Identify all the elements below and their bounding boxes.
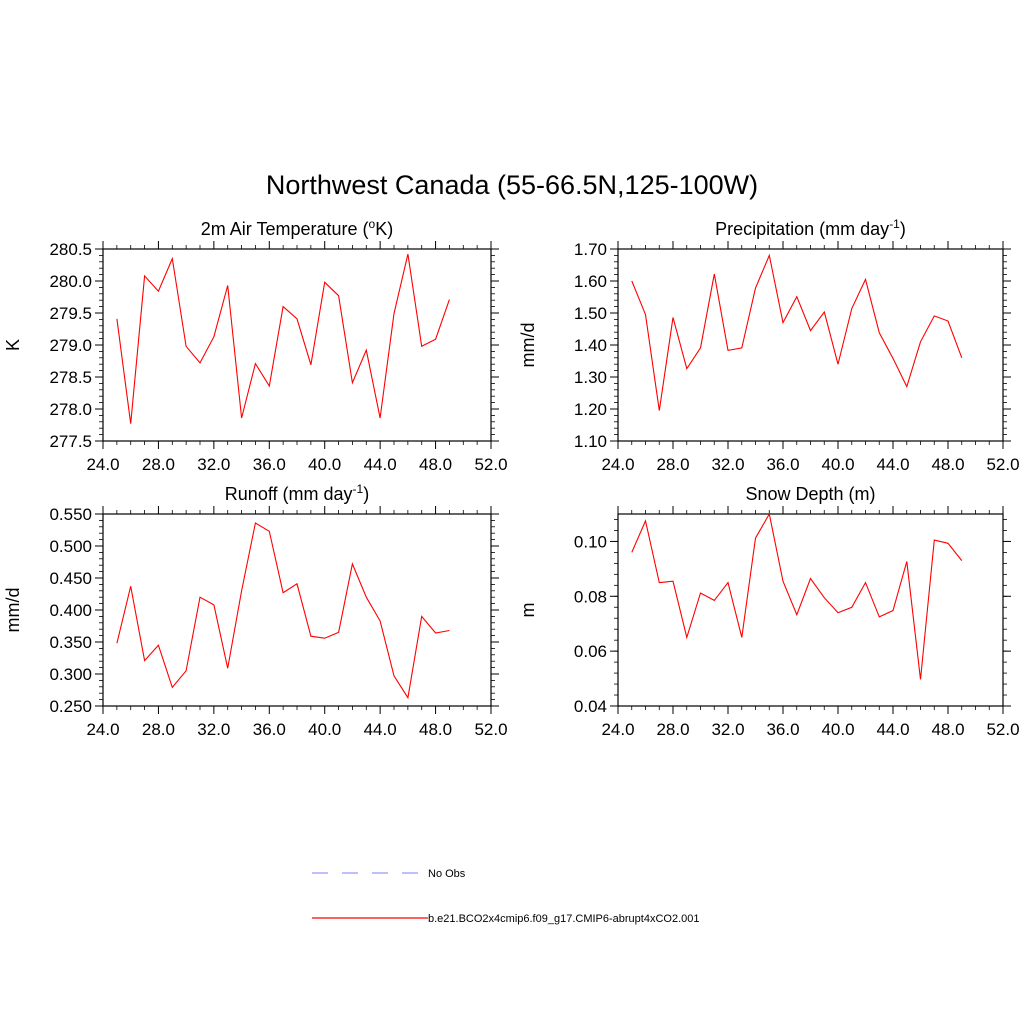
chart-title-main: Precipitation (mm day <box>715 219 889 239</box>
chart-title-tail: K) <box>375 219 393 239</box>
x-tick-label: 24.0 <box>601 720 634 739</box>
y-tick-label: 1.10 <box>574 432 607 451</box>
y-tick-label: 0.350 <box>49 633 92 652</box>
y-tick-label: 0.300 <box>49 665 92 684</box>
x-tick-label: 40.0 <box>821 455 854 474</box>
y-axis-label: m <box>518 603 538 618</box>
x-tick-label: 44.0 <box>876 720 909 739</box>
legend-entry-no-obs: No Obs <box>312 868 466 880</box>
x-tick-label: 48.0 <box>419 720 452 739</box>
y-tick-label: 0.04 <box>574 697 607 716</box>
chart-title-main: Snow Depth (m) <box>745 484 875 504</box>
plot-frame <box>102 248 492 442</box>
series-line <box>631 512 963 680</box>
y-tick-label: 0.550 <box>49 505 92 524</box>
y-tick-label: 0.08 <box>574 587 607 606</box>
y-tick-label: 278.0 <box>49 400 92 419</box>
y-tick-label: 1.20 <box>574 400 607 419</box>
x-tick-label: 48.0 <box>419 455 452 474</box>
chart-title: Precipitation (mm day-1) <box>715 217 906 239</box>
x-tick-label: 36.0 <box>766 455 799 474</box>
y-tick-label: 0.250 <box>49 697 92 716</box>
chart-title-superscript: o <box>369 217 376 231</box>
series-line <box>116 253 450 424</box>
chart-runoff: Runoff (mm day-1) mm/d 24.0 28.0 32.0 36.0 40.… <box>3 482 508 739</box>
x-tick-label: 44.0 <box>876 455 909 474</box>
y-axis-label: mm/d <box>518 323 538 368</box>
x-tick-label: 40.0 <box>821 720 854 739</box>
x-tick-label: 24.0 <box>601 455 634 474</box>
x-tick-label: 28.0 <box>656 455 689 474</box>
y-tick-label: 0.450 <box>49 569 92 588</box>
x-tick-label: 48.0 <box>931 720 964 739</box>
series-line <box>116 522 450 700</box>
series-line <box>631 253 963 411</box>
y-tick-label: 280.5 <box>49 240 92 259</box>
legend: No Obs b.e21.BCO2x4cmip6.f09_g17.CMIP6-a… <box>312 868 700 925</box>
x-tick-label: 28.0 <box>656 720 689 739</box>
x-tick-label: 40.0 <box>308 720 341 739</box>
y-tick-label: 0.06 <box>574 642 607 661</box>
chart-title: Runoff (mm day-1) <box>225 482 369 504</box>
y-tick-label: 278.5 <box>49 368 92 387</box>
x-tick-label: 48.0 <box>931 455 964 474</box>
chart-title: Snow Depth (m) <box>745 484 875 504</box>
x-tick-label: 52.0 <box>474 455 507 474</box>
x-tick-label: 36.0 <box>253 720 286 739</box>
y-tick-label: 277.5 <box>49 432 92 451</box>
x-tick-label: 36.0 <box>253 455 286 474</box>
y-axis-label: K <box>3 339 23 351</box>
x-tick-label: 24.0 <box>86 455 119 474</box>
chart-title-superscript: -1 <box>889 217 900 231</box>
chart-air-temperature: 2m Air Temperature (oK) K 24.0 28.0 32.0 36.0… <box>3 217 508 474</box>
x-tick-label: 32.0 <box>711 720 744 739</box>
chart-title: 2m Air Temperature (oK) <box>201 217 393 239</box>
chart-title-main: Runoff (mm day <box>225 484 353 504</box>
x-tick-label: 52.0 <box>986 455 1019 474</box>
y-tick-label: 0.400 <box>49 601 92 620</box>
y-tick-label: 279.5 <box>49 304 92 323</box>
chart-title-tail: ) <box>363 484 369 504</box>
y-tick-label: 0.10 <box>574 532 607 551</box>
y-tick-label: 280.0 <box>49 272 92 291</box>
x-tick-label: 32.0 <box>711 455 744 474</box>
chart-precipitation: Precipitation (mm day-1) mm/d 24.0 28.0 32.0… <box>518 217 1020 474</box>
legend-label-no-obs: No Obs <box>428 868 466 880</box>
y-tick-label: 0.500 <box>49 537 92 556</box>
figure-title: Northwest Canada (55-66.5N,125-100W) <box>266 170 758 200</box>
x-tick-label: 44.0 <box>364 455 397 474</box>
x-tick-label: 32.0 <box>197 720 230 739</box>
x-tick-label: 28.0 <box>142 720 175 739</box>
chart-title-superscript: -1 <box>353 482 364 496</box>
y-tick-label: 279.0 <box>49 336 92 355</box>
x-tick-label: 52.0 <box>986 720 1019 739</box>
y-tick-label: 1.40 <box>574 336 607 355</box>
chart-title-main: 2m Air Temperature ( <box>201 219 369 239</box>
y-tick-label: 1.30 <box>574 368 607 387</box>
legend-entry-model-run: b.e21.BCO2x4cmip6.f09_g17.CMIP6-abrupt4x… <box>312 913 700 925</box>
y-tick-label: 1.50 <box>574 304 607 323</box>
x-tick-label: 52.0 <box>474 720 507 739</box>
y-tick-label: 1.60 <box>574 272 607 291</box>
x-tick-label: 40.0 <box>308 455 341 474</box>
x-tick-label: 32.0 <box>197 455 230 474</box>
y-axis-label: mm/d <box>3 588 23 633</box>
x-tick-label: 28.0 <box>142 455 175 474</box>
plot-frame <box>617 248 1004 442</box>
y-tick-label: 1.70 <box>574 240 607 259</box>
legend-label-model-run: b.e21.BCO2x4cmip6.f09_g17.CMIP6-abrupt4x… <box>428 913 700 925</box>
x-tick-label: 24.0 <box>86 720 119 739</box>
x-tick-label: 36.0 <box>766 720 799 739</box>
chart-title-tail: ) <box>900 219 906 239</box>
x-tick-label: 44.0 <box>364 720 397 739</box>
chart-snow-depth: Snow Depth (m) m 24.0 28.0 32.0 36.0 40.0 44.0 4… <box>518 484 1020 739</box>
plot-frame <box>102 513 492 707</box>
